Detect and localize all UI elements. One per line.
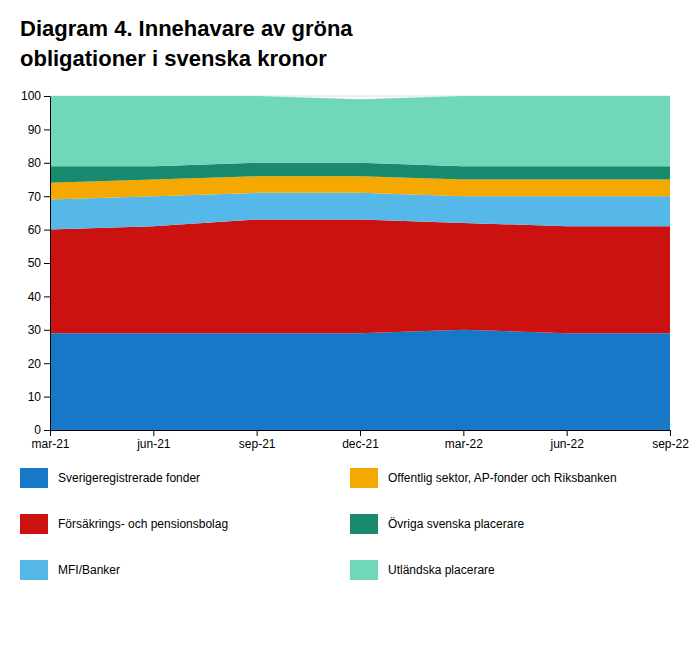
y-tick-mark	[44, 230, 50, 231]
x-tick: sep-22	[652, 430, 689, 451]
x-tick-label: dec-21	[342, 437, 379, 451]
x-axis: mar-21 jun-21 sep-21 dec-21 mar-22 jun-22 sep-…	[31, 430, 689, 451]
y-axis-line	[50, 97, 51, 431]
y-tick: 50	[28, 256, 50, 270]
legend-label: Övriga svenska placerare	[388, 517, 524, 531]
title: Diagram 4. Innehavare av gröna	[20, 16, 353, 41]
y-tick: 70	[28, 190, 50, 204]
plot: 0 10 20 30 40 50 60 70 80 90 100 mar-21 jun-21 sep-21…	[21, 89, 689, 450]
y-tick-label: 60	[28, 223, 42, 237]
legend-item: Offentlig sektor, AP-fonder och Riksbank…	[350, 468, 617, 488]
y-tick: 90	[28, 123, 50, 137]
area	[50, 330, 670, 430]
legend-swatch	[20, 514, 48, 534]
y-tick: 30	[28, 323, 50, 337]
legend-swatch	[20, 468, 48, 488]
legend-item: MFI/Banker	[20, 560, 120, 580]
subtitle: obligationer i svenska kronor	[20, 46, 327, 71]
grid	[50, 96, 670, 430]
y-tick: 100	[21, 89, 50, 103]
y-tick-label: 90	[28, 123, 42, 137]
legend-item: Försäkrings- och pensionsbolag	[20, 514, 228, 534]
x-tick: mar-22	[445, 430, 483, 451]
area	[50, 220, 670, 334]
y-tick: 80	[28, 156, 50, 170]
y-tick-label: 50	[28, 256, 42, 270]
area	[50, 193, 670, 230]
area	[50, 96, 670, 166]
legend-item: Utländska placerare	[350, 560, 495, 580]
y-tick: 0	[34, 423, 50, 437]
x-tick-label: jun-21	[136, 437, 171, 451]
y-tick-label: 100	[21, 89, 41, 103]
legend-swatch	[350, 560, 378, 580]
y-tick-mark	[44, 363, 50, 364]
y-tick-label: 70	[28, 190, 42, 204]
x-tick-mark	[670, 430, 671, 436]
y-axis: 0 10 20 30 40 50 60 70 80 90 100	[21, 89, 51, 437]
x-tick-label: jun-22	[549, 437, 584, 451]
chart: Diagram 4. Innehavare av gröna obligation…	[0, 0, 700, 646]
x-tick-label: mar-21	[31, 437, 69, 451]
x-tick: sep-21	[239, 430, 276, 451]
y-tick-mark	[44, 96, 50, 97]
y-tick-label: 10	[28, 390, 42, 404]
x-tick-label: sep-22	[652, 437, 689, 451]
legend-label: MFI/Banker	[58, 563, 120, 577]
x-tick-mark	[463, 430, 464, 436]
y-tick-mark	[44, 263, 50, 264]
x-tick: jun-21	[136, 430, 171, 451]
x-tick-mark	[567, 430, 568, 436]
y-tick-label: 30	[28, 323, 42, 337]
legend-swatch	[20, 560, 48, 580]
legend-label: Offentlig sektor, AP-fonder och Riksbank…	[388, 471, 617, 485]
areas	[50, 96, 670, 430]
y-tick-label: 20	[28, 357, 42, 371]
y-tick-mark	[44, 430, 50, 431]
x-tick: dec-21	[342, 430, 379, 451]
y-tick: 60	[28, 223, 50, 237]
x-tick-mark	[153, 430, 154, 436]
y-tick-label: 0	[34, 423, 41, 437]
x-tick-mark	[257, 430, 258, 436]
x-tick-label: sep-21	[239, 437, 276, 451]
y-tick-mark	[44, 397, 50, 398]
y-tick-mark	[44, 296, 50, 297]
x-tick: jun-22	[549, 430, 584, 451]
y-tick: 20	[28, 357, 50, 371]
legend: Sverigeregistrerade fonder Försäkrings- o…	[20, 468, 617, 580]
y-tick-mark	[44, 196, 50, 197]
y-tick-mark	[44, 163, 50, 164]
legend-swatch	[350, 514, 378, 534]
legend-label: Utländska placerare	[388, 563, 495, 577]
y-tick-mark	[44, 129, 50, 130]
y-tick-label: 80	[28, 156, 42, 170]
y-tick: 40	[28, 290, 50, 304]
legend-item: Sverigeregistrerade fonder	[20, 468, 200, 488]
x-tick: mar-21	[31, 430, 69, 451]
legend-label: Försäkrings- och pensionsbolag	[58, 517, 228, 531]
y-tick: 10	[28, 390, 50, 404]
y-tick-mark	[44, 330, 50, 331]
y-tick-label: 40	[28, 290, 42, 304]
x-tick-label: mar-22	[445, 437, 483, 451]
x-tick-mark	[360, 430, 361, 436]
legend-swatch	[350, 468, 378, 488]
x-tick-mark	[50, 430, 51, 436]
legend-item: Övriga svenska placerare	[350, 514, 524, 534]
legend-label: Sverigeregistrerade fonder	[58, 471, 200, 485]
